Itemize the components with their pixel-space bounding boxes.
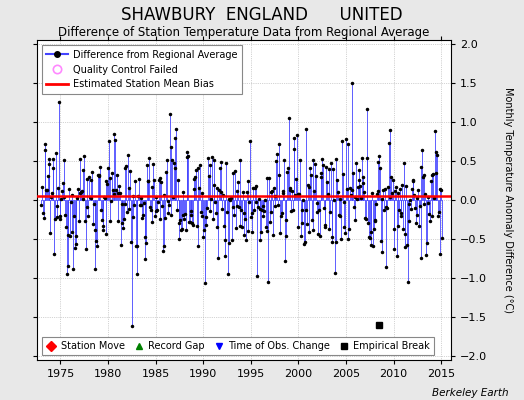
Title: Difference of Station Temperature Data from Regional Average: Difference of Station Temperature Data f… bbox=[58, 26, 429, 39]
Y-axis label: Monthly Temperature Anomaly Difference (°C): Monthly Temperature Anomaly Difference (… bbox=[504, 87, 514, 313]
Legend: Station Move, Record Gap, Time of Obs. Change, Empirical Break: Station Move, Record Gap, Time of Obs. C… bbox=[41, 337, 434, 355]
Text: Berkeley Earth: Berkeley Earth bbox=[432, 388, 508, 398]
Text: SHAWBURY  ENGLAND      UNITED: SHAWBURY ENGLAND UNITED bbox=[121, 6, 403, 24]
